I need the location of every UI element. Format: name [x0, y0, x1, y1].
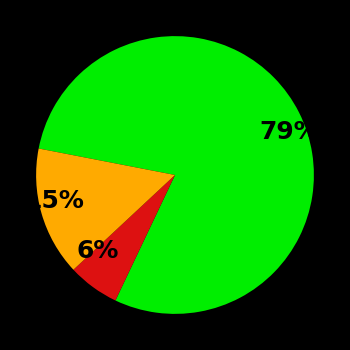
Wedge shape [36, 148, 175, 270]
Text: 15%: 15% [25, 189, 84, 213]
Wedge shape [74, 175, 175, 300]
Text: 6%: 6% [77, 239, 119, 263]
Text: 79%: 79% [259, 120, 319, 145]
Wedge shape [38, 36, 314, 314]
